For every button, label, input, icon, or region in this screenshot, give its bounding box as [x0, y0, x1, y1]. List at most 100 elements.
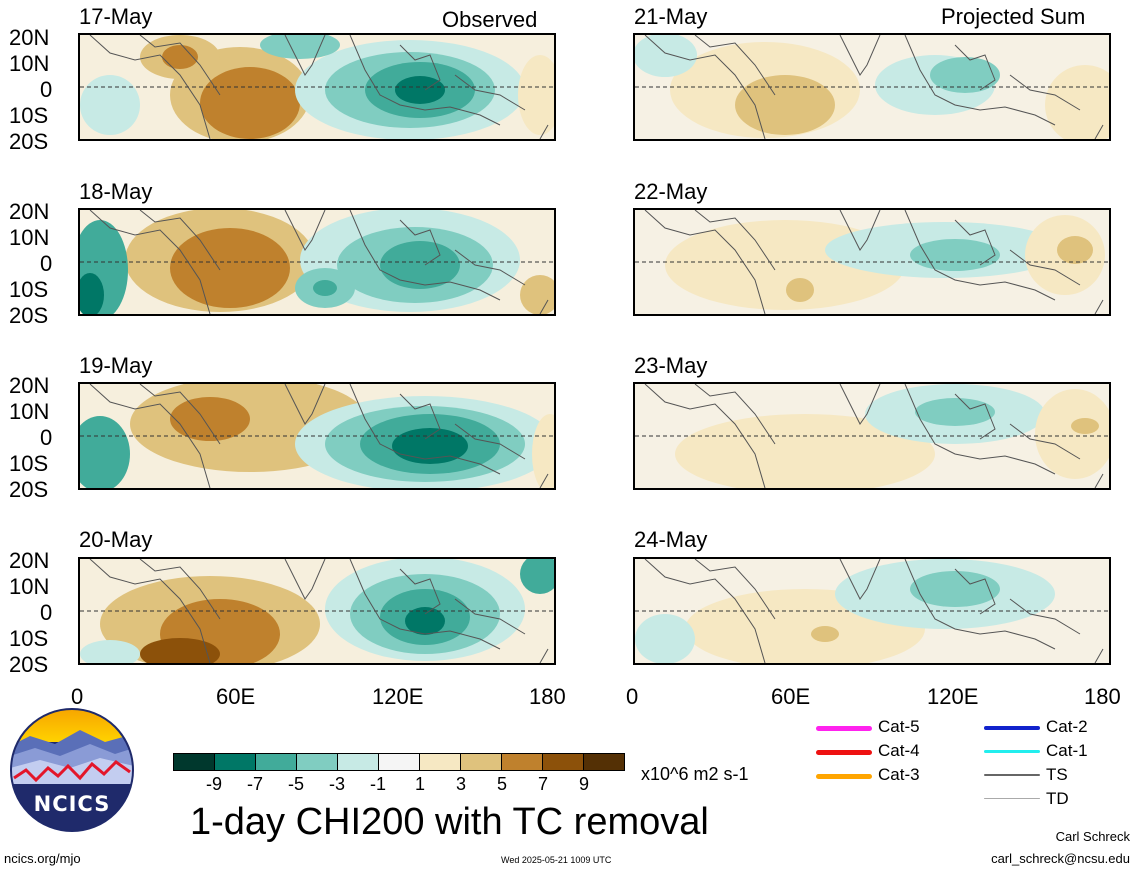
coastline	[349, 210, 501, 301]
coastline	[284, 384, 326, 425]
colorbar-label: 1	[414, 774, 425, 794]
colorbar-label: -9	[205, 774, 222, 794]
legend-label: Cat-5	[878, 717, 920, 736]
coastline	[839, 35, 881, 76]
coastline	[904, 559, 1056, 650]
lon-label-0: 0	[71, 684, 84, 709]
coastline	[1009, 598, 1081, 635]
coastline	[1009, 423, 1081, 460]
legend-label: Cat-1	[1046, 741, 1088, 760]
anomaly-field	[635, 384, 1109, 488]
colorbar-swatch	[296, 754, 337, 770]
lat-label-10s: 10S	[9, 277, 49, 302]
coastline	[1094, 124, 1104, 139]
observed-header: Observed	[442, 7, 538, 32]
lon-label-180: 180	[529, 684, 566, 709]
lon-label-120e: 120E	[927, 684, 979, 709]
footer-author: Carl Schreck	[1055, 829, 1130, 844]
coastline	[89, 384, 211, 488]
colorbar-swatch	[174, 754, 214, 770]
coastline	[839, 384, 881, 425]
map-panel-proj-3	[633, 382, 1111, 490]
coastline	[644, 210, 766, 314]
ncics-logo: NCICS	[10, 708, 134, 832]
colorbar-swatch	[337, 754, 378, 770]
coastline	[694, 210, 776, 271]
coastline	[539, 299, 549, 314]
coastline	[139, 35, 221, 96]
lat-label-20s: 20S	[9, 652, 49, 677]
legend-swatch	[984, 726, 1040, 730]
coastline	[454, 74, 526, 111]
coastline	[89, 210, 211, 314]
coastline	[644, 559, 766, 663]
coastline	[284, 559, 326, 600]
colorbar-swatch	[378, 754, 419, 770]
panel-date-obs-3: 19-May	[79, 353, 153, 378]
colorbar-swatch	[501, 754, 542, 770]
coastline	[399, 44, 441, 91]
coastline	[839, 210, 881, 251]
lat-label-20s: 20S	[9, 303, 49, 328]
lat-label-10n: 10N	[9, 51, 50, 76]
lat-label-eq: 0	[40, 600, 53, 625]
coastline	[284, 35, 326, 76]
coastline	[954, 44, 996, 91]
map-panel-proj-1	[633, 33, 1111, 141]
anomaly-field	[80, 384, 554, 488]
colorbar-swatch	[255, 754, 296, 770]
coastline	[284, 210, 326, 251]
coastline	[1094, 473, 1104, 488]
lat-label-20s: 20S	[9, 477, 49, 502]
coastline	[694, 384, 776, 445]
coastline	[694, 559, 776, 620]
coastline	[954, 568, 996, 615]
lon-label-0: 0	[626, 684, 639, 709]
lon-label-180: 180	[1084, 684, 1121, 709]
anomaly-field	[635, 35, 1109, 139]
lat-label-10s: 10S	[9, 103, 49, 128]
colorbar-label: 5	[496, 774, 507, 794]
coastline	[139, 384, 221, 445]
colorbar-swatch	[583, 754, 624, 770]
panel-date-proj-4: 24-May	[634, 527, 708, 552]
colorbar-label: 7	[537, 774, 548, 794]
lat-label-20n: 20N	[9, 199, 50, 224]
legend-label: TD	[1046, 789, 1069, 808]
coastline	[454, 249, 526, 286]
coastline	[454, 423, 526, 460]
colorbar-label: -1	[369, 774, 386, 794]
legend-label: Cat-3	[878, 765, 920, 784]
coastline	[139, 210, 221, 271]
coastline	[349, 559, 501, 650]
lat-label-eq: 0	[40, 425, 53, 450]
coastline	[644, 384, 766, 488]
coastline	[454, 598, 526, 635]
map-panel-obs-2	[78, 208, 556, 316]
lon-label-60e: 60E	[771, 684, 811, 709]
legend-label: TS	[1046, 765, 1068, 784]
colorbar-label: -5	[287, 774, 304, 794]
coastline	[539, 124, 549, 139]
figure-title: 1-day CHI200 with TC removal	[190, 801, 709, 843]
coastline	[1094, 648, 1104, 663]
coastline	[349, 35, 501, 126]
map-panel-proj-2	[633, 208, 1111, 316]
anomaly-field	[80, 35, 554, 139]
coastline	[89, 35, 211, 139]
coastline	[139, 559, 221, 620]
map-panel-obs-1	[78, 33, 556, 141]
lon-label-120e: 120E	[372, 684, 424, 709]
lat-label-20n: 20N	[9, 25, 50, 50]
lat-label-20n: 20N	[9, 373, 50, 398]
colorbar-swatch	[214, 754, 255, 770]
lat-label-20s: 20S	[9, 129, 49, 154]
legend-swatch	[816, 774, 872, 779]
coastline	[539, 648, 549, 663]
coastline	[539, 473, 549, 488]
anomaly-field	[80, 559, 554, 663]
panel-date-proj-3: 23-May	[634, 353, 708, 378]
coastline	[644, 35, 766, 139]
colorbar-label: 9	[578, 774, 589, 794]
anomaly-field	[635, 210, 1109, 314]
